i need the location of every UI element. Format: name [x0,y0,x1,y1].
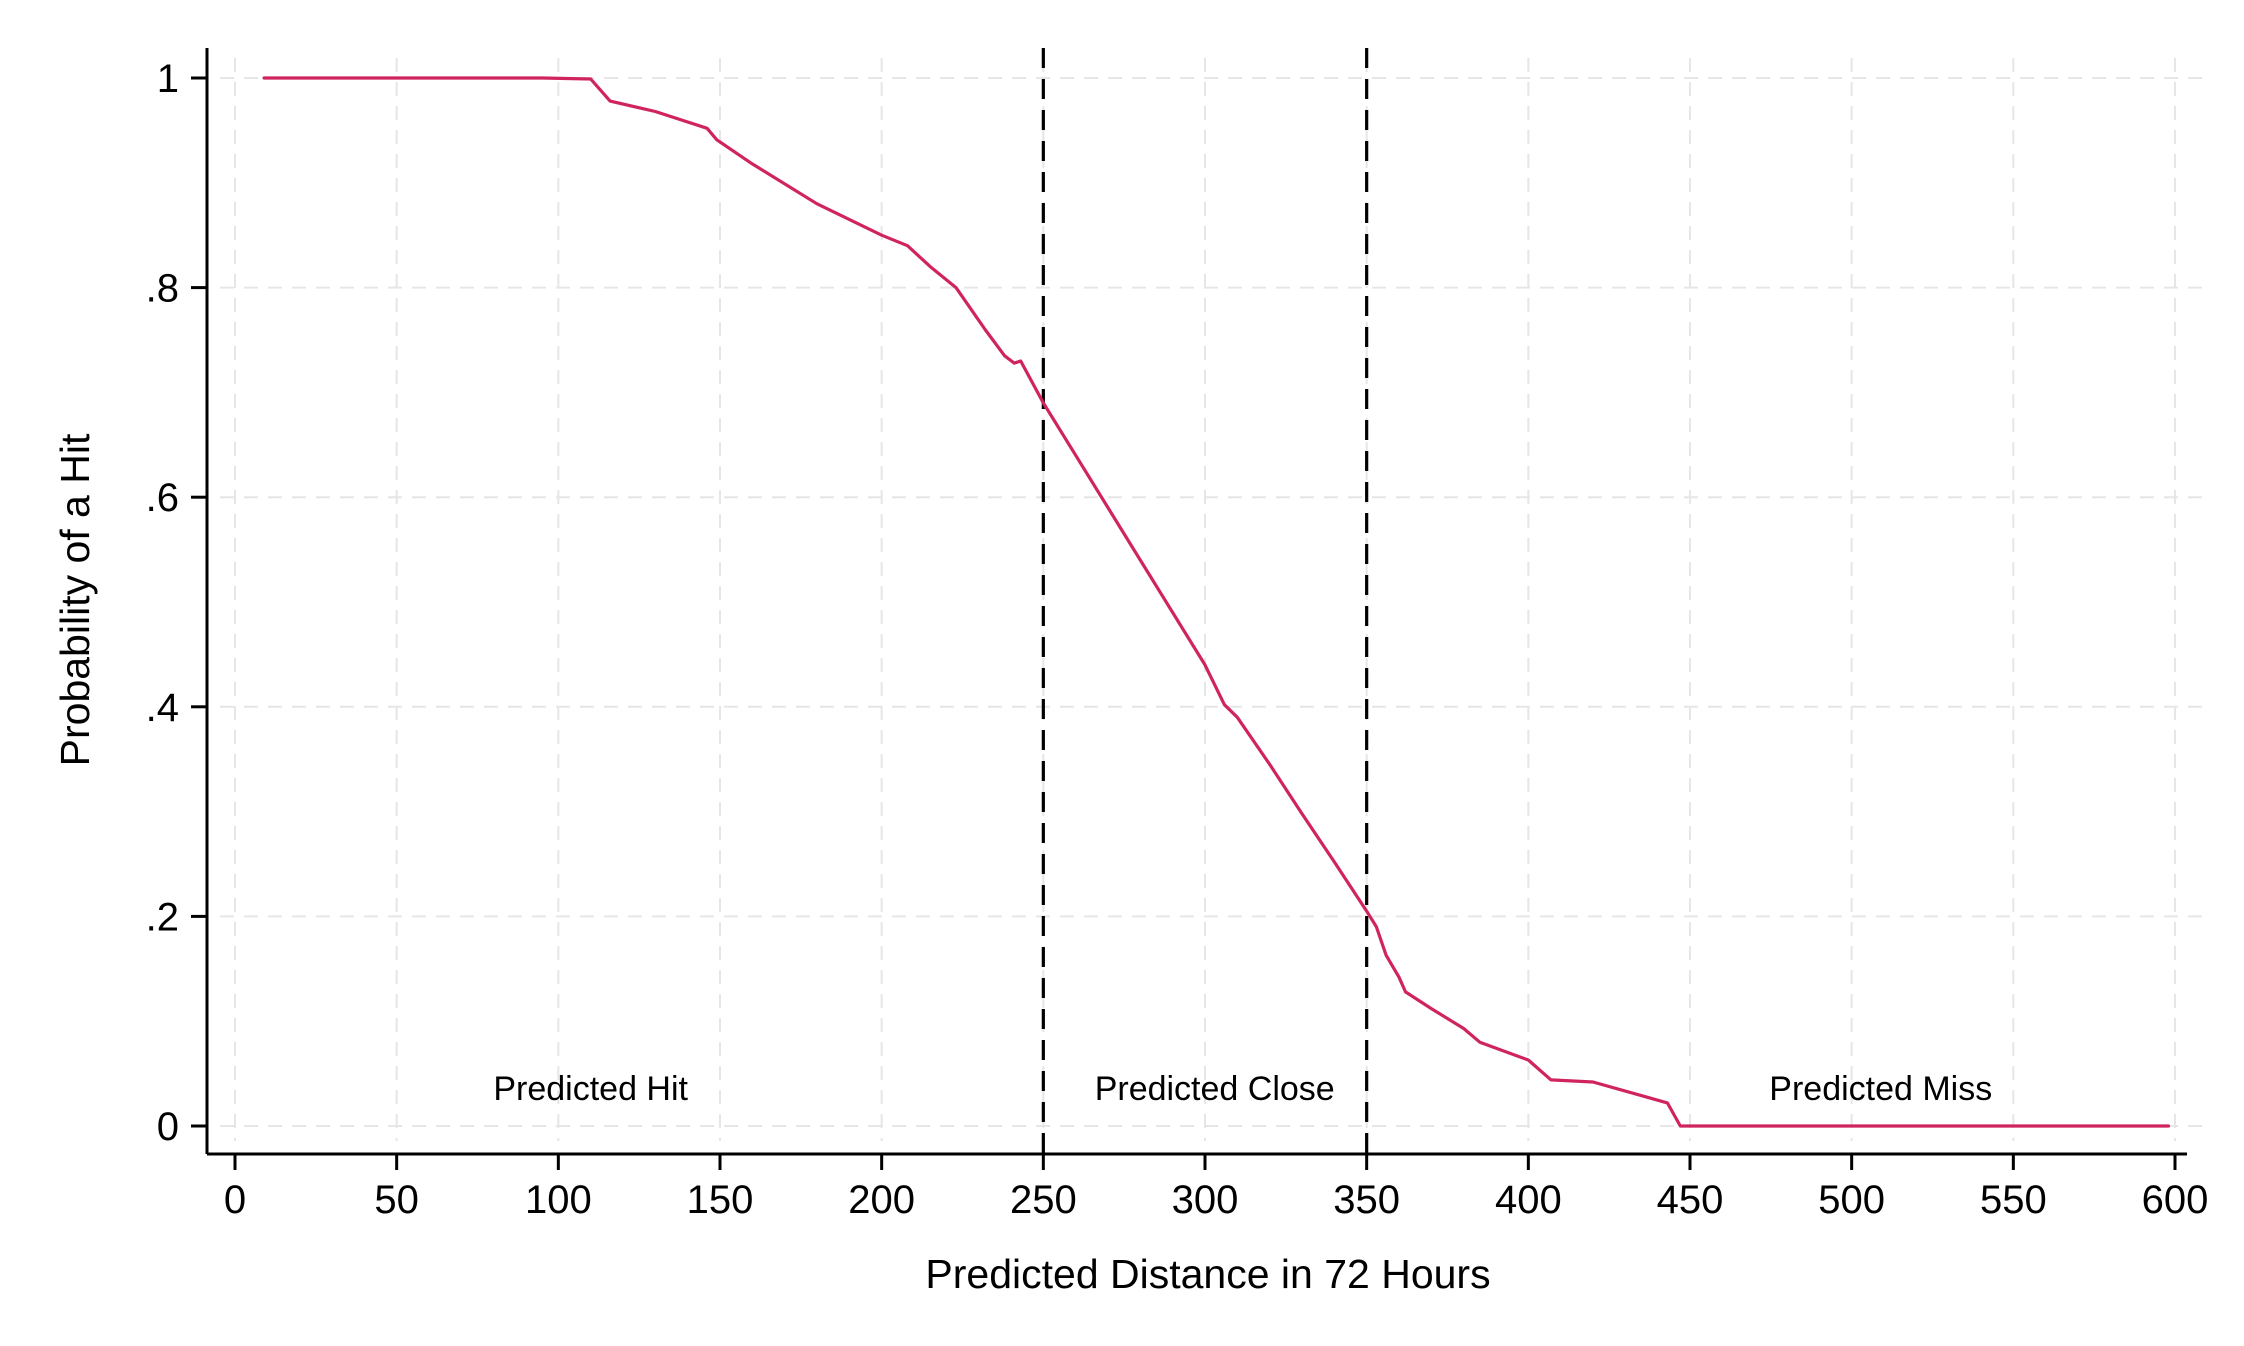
y-tick-label: .6 [146,476,179,520]
y-tick-label: .2 [146,895,179,939]
x-tick-label: 250 [1010,1178,1077,1222]
annotations: Predicted Hit Predicted Close Predicted Mi… [493,1070,1992,1108]
annotation-label: Predicted Hit [493,1070,688,1108]
y-tick-label: .4 [146,686,179,730]
x-tick-label: 0 [224,1178,246,1222]
y-tick-label: 1 [157,57,179,101]
axis-ticks: 0 50 100 150 200 250 300 350 400 450 500 550 600 0 .2.… [146,57,2209,1222]
series-line [262,76,2171,1128]
annotation-label: Predicted Close [1095,1070,1335,1108]
x-axis-title: Predicted Distance in 72 Hours [925,1251,1490,1297]
series-group [262,76,2171,1128]
x-tick-label: 400 [1495,1178,1562,1222]
y-tick-label: 0 [157,1105,179,1149]
x-tick-label: 200 [848,1178,915,1222]
x-tick-label: 300 [1172,1178,1239,1222]
axes [205,48,2187,1156]
x-tick-label: 550 [1980,1178,2047,1222]
x-tick-label: 500 [1818,1178,1885,1222]
y-axis-title: Probability of a Hit [52,433,98,766]
x-tick-label: 100 [525,1178,592,1222]
annotation-label: Predicted Miss [1769,1070,1992,1108]
x-tick-label: 450 [1657,1178,1724,1222]
y-tick-label: .8 [146,267,179,311]
x-tick-label: 150 [687,1178,754,1222]
gridlines [220,58,2205,1141]
x-tick-label: 600 [2142,1178,2209,1222]
x-tick-label: 350 [1333,1178,1400,1222]
x-tick-label: 50 [374,1178,419,1222]
